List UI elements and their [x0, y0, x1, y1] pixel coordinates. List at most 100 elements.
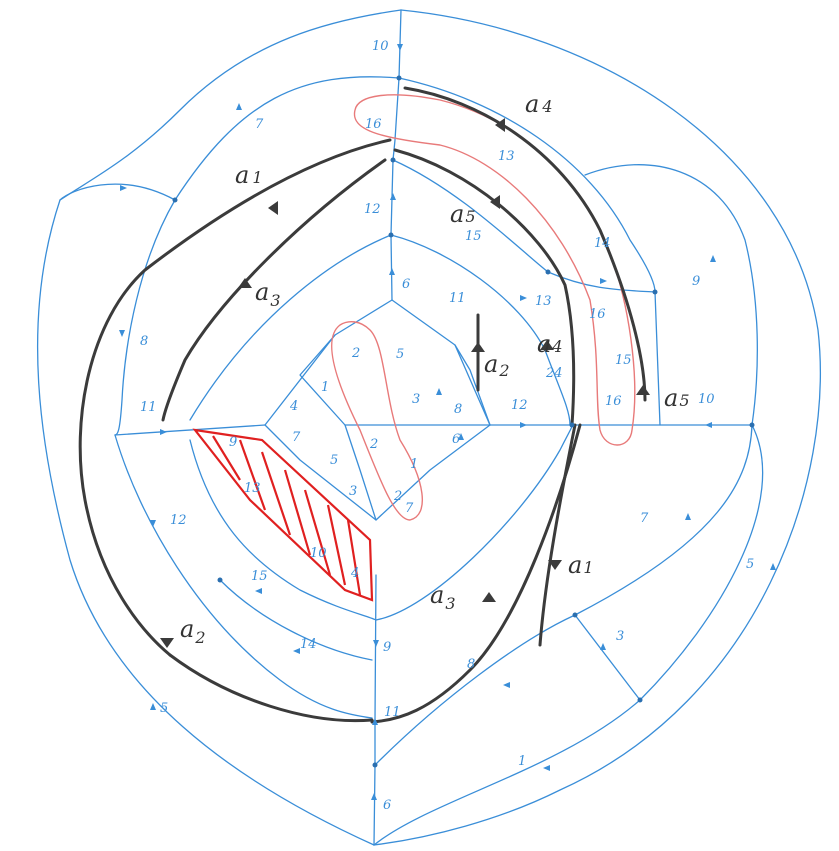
arrow-down-icon — [373, 640, 379, 647]
arrow-right-icon — [120, 185, 127, 191]
edge-label: 9 — [383, 640, 391, 655]
edge-outer-right-loop — [373, 9, 821, 846]
edge-label: 2 — [393, 489, 402, 504]
curve-label-a1: a1 — [568, 551, 594, 579]
curve-label-a3: a3 — [430, 581, 456, 613]
edge-left-arc-12 — [189, 234, 392, 421]
arrow-up-icon — [236, 103, 242, 110]
edge-label: 15 — [465, 229, 482, 244]
edge-right-lower-arc — [373, 424, 764, 846]
edge-label: 5 — [396, 347, 404, 362]
edge-inner-spine — [390, 234, 393, 301]
arrow-up-icon — [770, 563, 776, 570]
arrow-right-icon — [600, 278, 607, 284]
edge-label: 3 — [616, 629, 624, 644]
vertex — [572, 612, 578, 618]
edge-label: 1 — [518, 754, 526, 769]
edge-label: 16 — [605, 394, 622, 409]
edge-label: 13 — [244, 481, 261, 496]
vertex — [217, 577, 223, 583]
vertex — [652, 289, 658, 295]
edge-label: 13 — [535, 294, 552, 309]
curve-a3-upper — [161, 158, 387, 422]
arrow-up-icon — [436, 388, 442, 395]
edge-hline-left — [114, 424, 266, 436]
hatch-line — [283, 469, 312, 556]
dark-curves — [78, 86, 647, 724]
edge-diamond-top-right — [391, 299, 491, 426]
curve-label-a5: a5 — [664, 384, 690, 412]
arrow-left-icon — [255, 588, 262, 594]
edge-label: 9 — [692, 274, 700, 289]
arrow-right-icon — [520, 295, 527, 301]
arrow-left-icon — [705, 422, 712, 428]
edge-label: 10 — [310, 546, 327, 561]
edge-label: 15 — [251, 569, 268, 584]
edge-top-spine — [390, 9, 402, 236]
hatch-line — [260, 451, 292, 536]
edge-number-labels: 10 16 13 1 2 15 1 4 9 7 8 6 11 13 16 2 5 1… — [140, 39, 754, 813]
hatch-line — [346, 519, 362, 596]
arrow-left-icon — [495, 118, 505, 132]
curve-a1-top — [78, 138, 392, 657]
arrow-up-icon — [471, 342, 485, 352]
outer-edges — [36, 9, 821, 846]
highlight-loop-center — [331, 321, 423, 521]
hatch-line — [303, 489, 332, 576]
edge-label: 9 — [229, 435, 237, 450]
edge-label: 4 — [350, 566, 359, 581]
hatch-line — [212, 435, 241, 481]
edge-bottom-spine — [373, 574, 377, 846]
edge-label: 11 — [140, 400, 157, 415]
edge-label: 6 — [402, 277, 410, 292]
arrow-up-icon — [636, 385, 650, 395]
curve-label-a5: a5 — [450, 200, 476, 228]
edge-label: 2 — [351, 346, 360, 361]
arrow-down-icon — [548, 560, 562, 570]
arrow-down-icon — [119, 330, 125, 337]
curve-arrows — [160, 118, 650, 648]
hatch-line — [238, 439, 267, 511]
edge-label: 8 — [454, 402, 462, 417]
edge-label: 15 — [615, 353, 632, 368]
curve-a4 — [403, 86, 647, 402]
edge-label: 7 — [640, 511, 649, 526]
shaded-region-outline — [192, 428, 374, 602]
vertex — [545, 269, 551, 275]
edge-lower-left-arc — [114, 434, 373, 719]
vertex — [396, 75, 402, 81]
edge-label: 5 — [746, 557, 754, 572]
arrow-up-icon — [238, 278, 252, 288]
vertex — [749, 422, 755, 428]
curve-a1-lower — [538, 423, 577, 647]
edge-label: 16 — [589, 307, 606, 322]
arrow-up-icon — [540, 340, 554, 350]
edge-arrows — [119, 44, 776, 800]
edge-label: 4 — [289, 399, 298, 414]
edge-label: 24 — [545, 366, 563, 381]
arrow-left-icon — [543, 765, 550, 771]
arrow-up-icon — [390, 193, 396, 200]
arrow-up-icon — [389, 268, 395, 275]
arrow-up-icon — [600, 643, 606, 650]
edge-label: 1 — [410, 457, 418, 472]
arrow-down-icon — [397, 44, 403, 51]
arrow-left-icon — [293, 648, 300, 654]
edge-lower-arc-14 — [219, 579, 373, 661]
vertices — [172, 75, 755, 768]
edge-lower-right-arc-7 — [375, 424, 573, 621]
edge-label: 16 — [365, 117, 382, 132]
curve-a2 — [168, 653, 374, 723]
arrow-down-icon — [160, 638, 174, 648]
vertex — [372, 762, 378, 768]
vertex — [388, 232, 394, 238]
edge-label: 5 — [160, 701, 168, 716]
curve-label-a4: a4 — [537, 330, 563, 358]
edge-right-vertical — [654, 291, 661, 426]
arrow-right-icon — [160, 429, 167, 435]
vertex — [172, 197, 178, 203]
arrow-up-icon — [482, 592, 496, 602]
curve-label-a2: a2 — [484, 350, 510, 380]
edge-label: 8 — [467, 657, 475, 672]
